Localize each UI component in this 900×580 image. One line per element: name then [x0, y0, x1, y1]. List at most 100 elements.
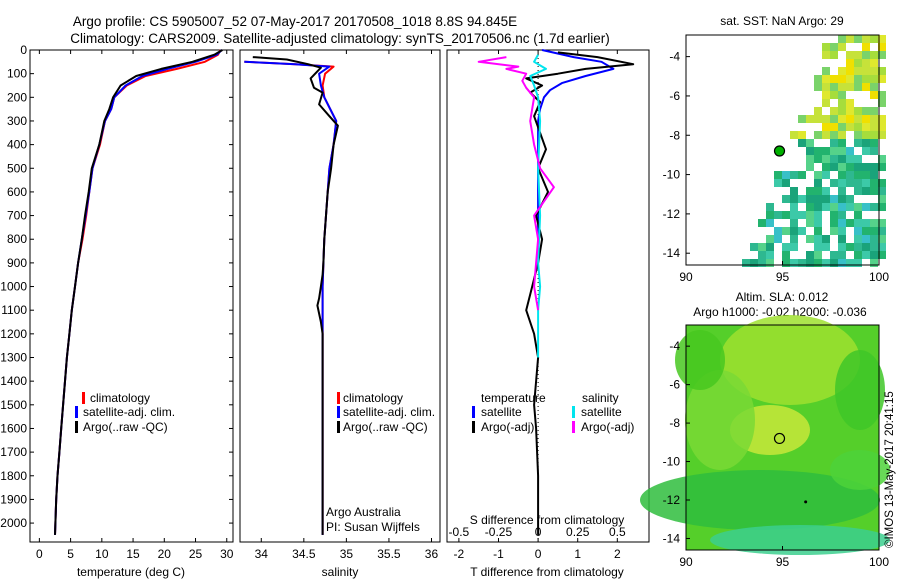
sst-cell [830, 51, 838, 59]
sst-cell [878, 187, 886, 195]
sst-cell [790, 235, 798, 243]
map-y-tick-label: -10 [663, 455, 681, 469]
sst-cell [838, 163, 846, 171]
sst-cell [830, 155, 838, 163]
sst-cell [870, 139, 878, 147]
sst-cell [766, 259, 774, 267]
sst-cell [774, 227, 782, 235]
sst-cell [846, 219, 854, 227]
sst-cell [846, 179, 854, 187]
legend-swatch-satellite [337, 406, 340, 418]
sst-cell [870, 227, 878, 235]
x-tick-label: -1 [493, 547, 504, 561]
sla-map-ticks: 90 95 100 -4 -6 -8 -10 -12 -14 [663, 339, 890, 569]
temperature-series-line [54, 49, 222, 535]
sst-cell [862, 35, 870, 43]
sst-cell [838, 195, 846, 203]
sst-cell [822, 75, 830, 83]
sst-cell [758, 243, 766, 251]
sst-cell [806, 115, 814, 123]
map-x-tick-label: 100 [869, 270, 889, 284]
sst-cell [870, 107, 878, 115]
legend-swatch-climatology [82, 392, 85, 404]
legend-heading-temperature: temperature [481, 391, 546, 405]
sst-cell [830, 83, 838, 91]
sst-cell [766, 251, 774, 259]
sst-cell [862, 235, 870, 243]
sla-blob [675, 330, 725, 390]
sst-cell [806, 139, 814, 147]
map-x-tick-label: 90 [679, 270, 693, 284]
sst-cell [838, 219, 846, 227]
x-tick-label: 5 [67, 547, 74, 561]
x-tick-label: 35.5 [377, 547, 401, 561]
y-tick-label: 100 [7, 67, 27, 81]
sst-cell [782, 259, 790, 267]
sst-cell [814, 83, 822, 91]
sst-cell [838, 171, 846, 179]
map-y-tick-label: -6 [669, 378, 680, 392]
sst-cell [766, 219, 774, 227]
sst-cell [830, 147, 838, 155]
sst-cell [782, 171, 790, 179]
sst-cell [814, 107, 822, 115]
sst-cell [878, 67, 886, 75]
legend-label: satellite-adj. clim. [83, 405, 175, 419]
sst-cell [838, 139, 846, 147]
sst-cell [830, 203, 838, 211]
sst-cell [862, 251, 870, 259]
sst-cell [870, 243, 878, 251]
sst-cell [862, 75, 870, 83]
legend-label: satellite-adj. clim. [343, 405, 435, 419]
sst-cell [846, 67, 854, 75]
sst-cell [814, 203, 822, 211]
sst-cell [830, 139, 838, 147]
sst-cell [814, 147, 822, 155]
y-tick-label: 1200 [0, 327, 27, 341]
legend-label: Argo(..raw -QC) [343, 420, 428, 434]
y-tick-label: 1700 [0, 445, 27, 459]
sst-cell [830, 211, 838, 219]
sst-cell [806, 259, 814, 267]
y-tick-label: 1400 [0, 374, 27, 388]
sst-cell [878, 51, 886, 59]
sla-blob [830, 450, 890, 490]
y-tick-label: 800 [7, 232, 27, 246]
legend-label: Argo(..raw -QC) [83, 420, 168, 434]
sst-cell [838, 43, 846, 51]
sst-cell [846, 147, 854, 155]
x2-tick-label: -0.25 [485, 525, 513, 539]
sst-cell [798, 131, 806, 139]
sst-cell [838, 235, 846, 243]
y-tick-label: 500 [7, 161, 27, 175]
x-tick-label: 35 [340, 547, 354, 561]
sst-cell [862, 43, 870, 51]
sst-cell [878, 99, 886, 107]
sst-cell [798, 171, 806, 179]
differences-series-line [537, 49, 615, 240]
sst-cell [822, 147, 830, 155]
sst-cell [846, 75, 854, 83]
sst-cell [782, 227, 790, 235]
sst-cell [870, 219, 878, 227]
sst-cell [806, 219, 814, 227]
sst-cell [822, 243, 830, 251]
sst-cell [838, 179, 846, 187]
sst-cell [798, 227, 806, 235]
sst-cell [854, 115, 862, 123]
sst-cell [750, 259, 758, 267]
map-y-tick-label: -14 [663, 246, 681, 260]
temperature-legend: climatology satellite-adj. clim. Argo(..… [75, 391, 175, 434]
sst-cell [854, 163, 862, 171]
x-tick-label: 1 [574, 547, 581, 561]
sst-cell [846, 107, 854, 115]
sla-blob [710, 525, 890, 555]
sst-cell [854, 139, 862, 147]
temperature-panel [29, 49, 234, 543]
temperature-axis-label: temperature (deg C) [77, 565, 185, 579]
sst-cell [846, 243, 854, 251]
sst-cell [814, 171, 822, 179]
sst-cell [822, 99, 830, 107]
header-line-1: Argo profile: CS 5905007_52 07-May-2017 … [73, 14, 517, 29]
